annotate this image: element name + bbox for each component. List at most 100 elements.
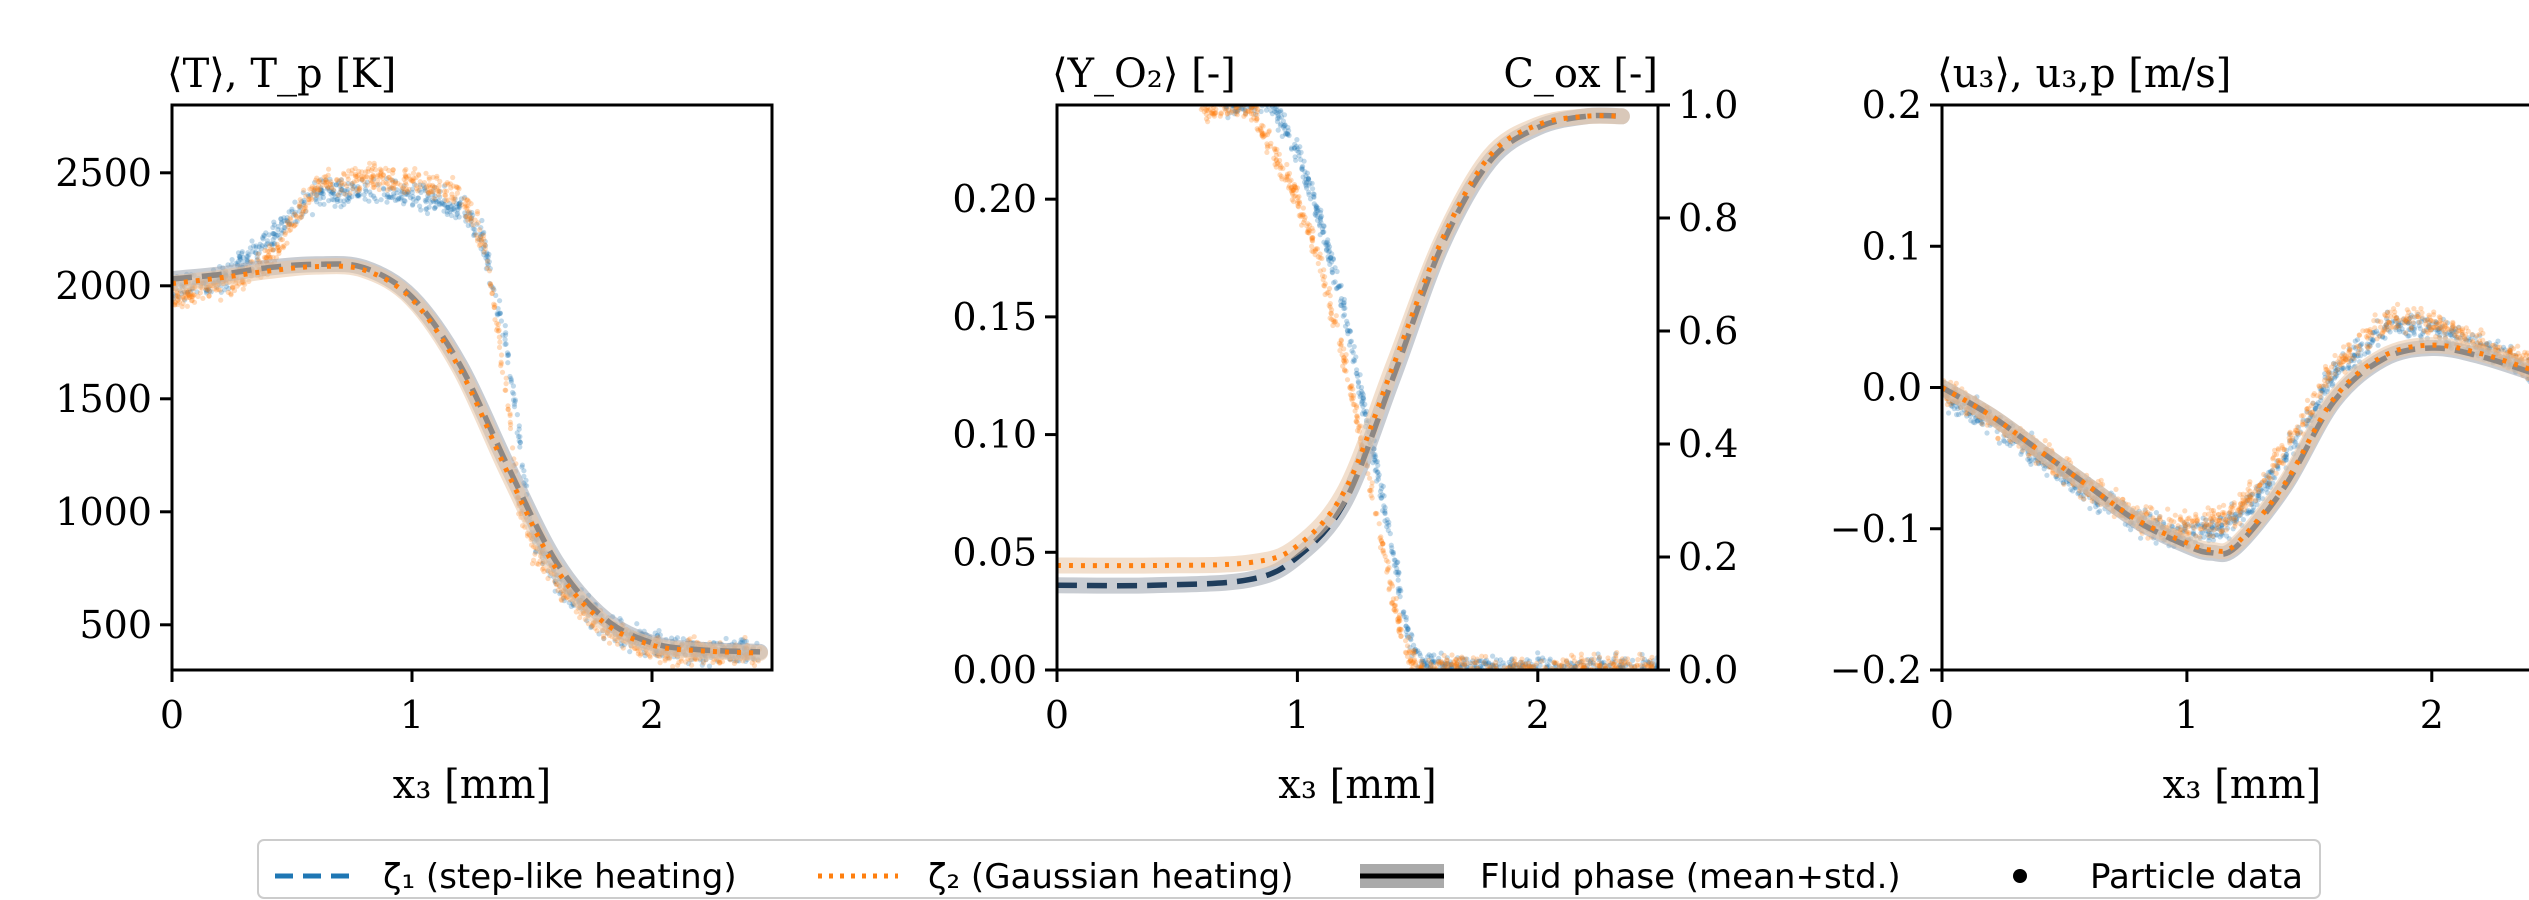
particle-point xyxy=(1342,323,1349,329)
particle-point xyxy=(1233,105,1239,111)
particle-point xyxy=(309,191,316,197)
particle-point xyxy=(2227,515,2233,521)
particle-point xyxy=(1327,301,1333,307)
particle-point xyxy=(1319,213,1325,219)
particle-point xyxy=(1944,401,1950,408)
particle-point xyxy=(1297,201,1303,207)
particle-point xyxy=(332,194,338,200)
particle-point xyxy=(2198,530,2204,536)
particle-point xyxy=(468,218,474,224)
particle-point xyxy=(1310,238,1316,244)
particle-point xyxy=(1305,226,1311,233)
x-tick-label: 0 xyxy=(1045,693,1069,737)
particle-point xyxy=(236,253,242,260)
particle-point xyxy=(303,193,309,199)
particle-point xyxy=(1317,251,1323,257)
particle-point xyxy=(2244,510,2250,517)
particle-point xyxy=(2046,442,2052,448)
particle-point xyxy=(1272,108,1278,114)
particle-point xyxy=(416,172,422,178)
particle-point xyxy=(1595,677,1600,682)
particle-point xyxy=(1391,557,1397,563)
particle-point xyxy=(2281,458,2287,464)
particle-point xyxy=(2294,430,2300,437)
particle-point xyxy=(1495,679,1500,684)
particle-point xyxy=(1552,675,1557,680)
particle-point xyxy=(1324,247,1330,253)
particle-point xyxy=(1261,131,1267,137)
particle-point xyxy=(2369,332,2375,338)
particle-point xyxy=(334,199,340,205)
particle-point xyxy=(2419,316,2425,322)
particle-point xyxy=(498,352,505,358)
particle-point xyxy=(1609,659,1616,665)
particle-point xyxy=(1276,151,1282,157)
particle-point xyxy=(1543,673,1548,678)
particle-point xyxy=(1459,662,1465,669)
particle-point xyxy=(328,179,334,185)
particle-point xyxy=(2214,521,2220,528)
particle-point xyxy=(1644,681,1649,686)
particle-point xyxy=(2217,526,2223,533)
particle-point xyxy=(2404,313,2411,319)
particle-point xyxy=(380,180,386,186)
particle-point xyxy=(2178,524,2184,530)
particle-point xyxy=(2217,534,2223,540)
particle-point xyxy=(286,222,292,228)
particle-point xyxy=(1535,656,1541,662)
particle-point xyxy=(423,199,429,205)
particle-point xyxy=(674,635,681,641)
particle-point xyxy=(495,311,501,317)
particle-point xyxy=(2311,391,2317,397)
particle-point xyxy=(400,185,406,191)
particle-point xyxy=(1284,161,1290,168)
particle-point xyxy=(1248,97,1253,102)
particle-point xyxy=(2372,325,2378,331)
particle-point xyxy=(1498,681,1503,686)
particle-point xyxy=(1303,183,1309,189)
particle-point xyxy=(619,643,625,649)
particle-point xyxy=(2336,355,2342,361)
particle-point xyxy=(341,202,347,208)
particle-point xyxy=(1964,413,1970,419)
particle-point xyxy=(1643,662,1649,668)
particle-point xyxy=(2380,334,2386,340)
particle-point xyxy=(1224,111,1230,117)
particle-point xyxy=(1978,420,1984,426)
particle-point xyxy=(1516,664,1522,670)
particle-point xyxy=(1304,229,1310,235)
particle-point xyxy=(2405,320,2411,326)
particle-point xyxy=(206,288,212,294)
particle-point xyxy=(412,166,418,172)
particle-point xyxy=(1246,98,1251,103)
particle-point xyxy=(230,284,236,290)
particle-point xyxy=(1242,110,1249,117)
particle-point xyxy=(1481,660,1487,667)
particle-point xyxy=(1552,661,1558,667)
particle-point xyxy=(1264,96,1269,101)
particle-point xyxy=(2300,419,2306,425)
particle-point xyxy=(1619,675,1624,680)
particle-point xyxy=(2387,309,2393,315)
particle-point xyxy=(2191,525,2197,531)
particle-point xyxy=(1338,341,1344,347)
particle-point xyxy=(1362,401,1368,407)
particle-point xyxy=(1568,671,1573,676)
particle-point xyxy=(1557,673,1562,678)
particle-point xyxy=(1523,662,1529,668)
particle-point xyxy=(1967,413,1973,419)
particle-point xyxy=(2283,453,2289,459)
particle-point xyxy=(434,199,440,205)
particle-point xyxy=(188,293,194,299)
particle-point xyxy=(2231,500,2237,506)
particle-point xyxy=(1325,289,1331,295)
particle-point xyxy=(1590,660,1596,666)
particle-point xyxy=(1645,659,1651,665)
particle-point xyxy=(2264,474,2270,480)
particle-point xyxy=(1404,634,1411,640)
particle-point xyxy=(1434,662,1440,668)
particle-point xyxy=(1206,97,1211,102)
particle-point xyxy=(1310,186,1316,192)
particle-point xyxy=(430,184,436,190)
particle-point xyxy=(2445,326,2451,333)
